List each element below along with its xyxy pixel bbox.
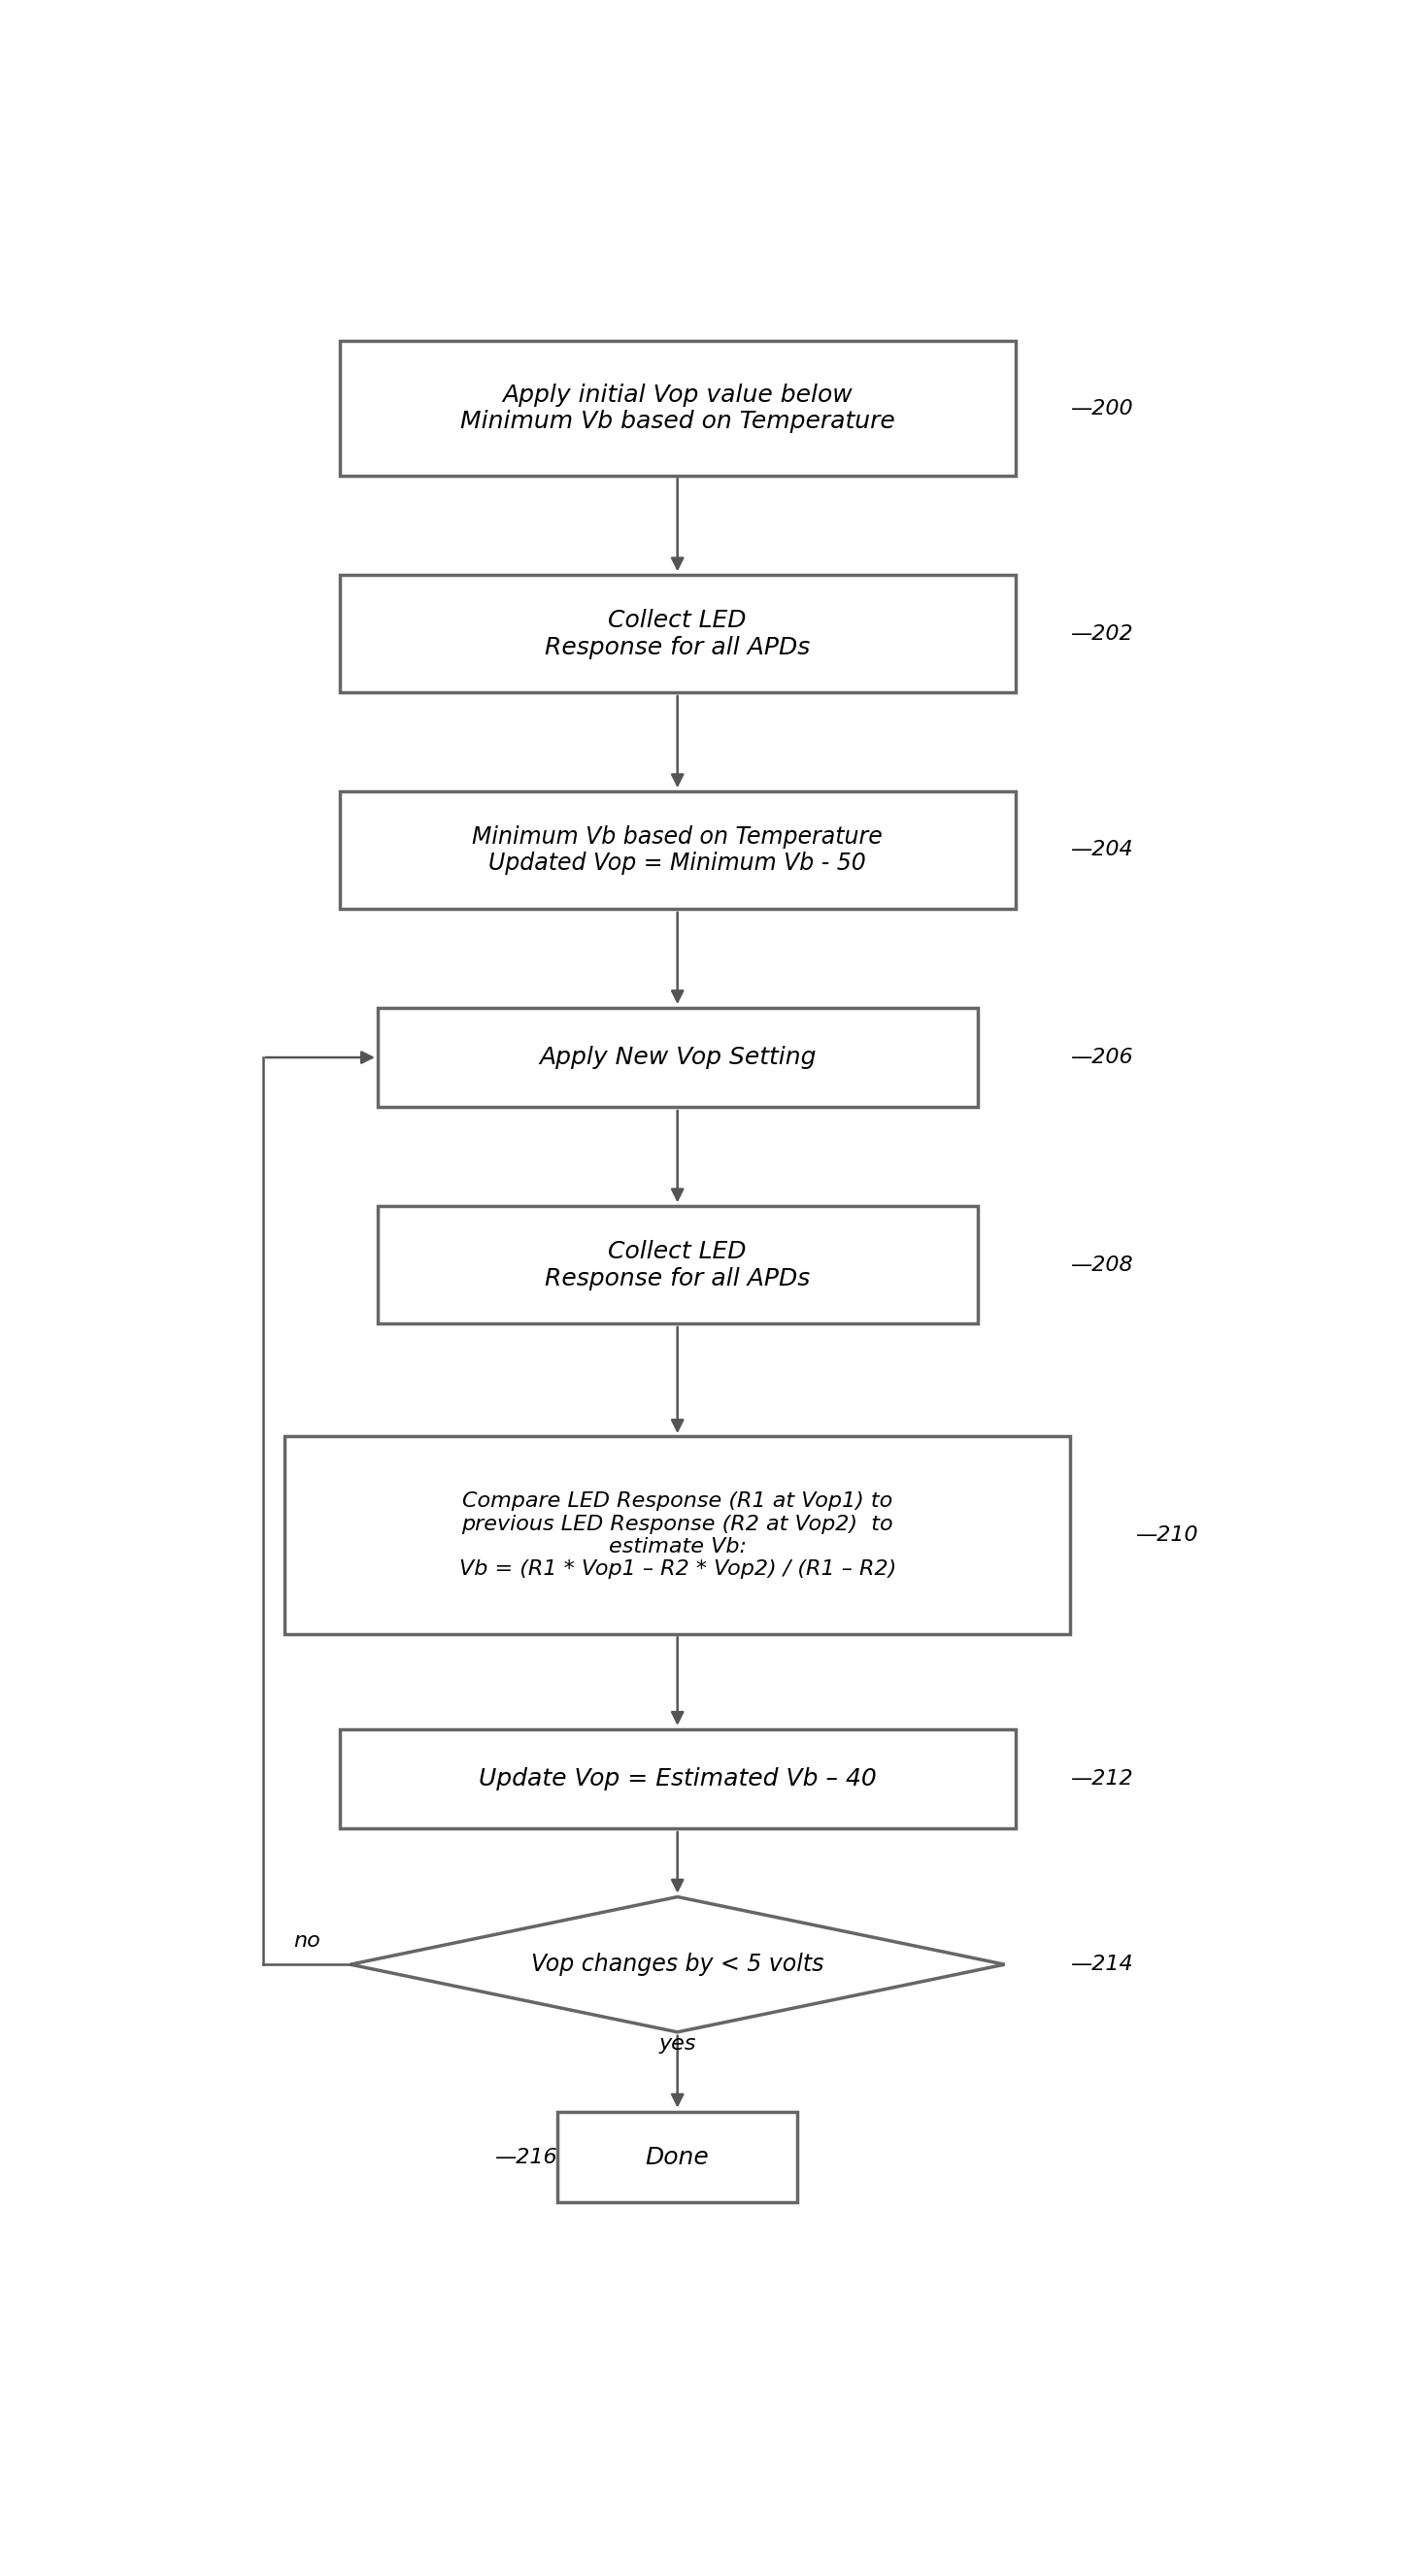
FancyBboxPatch shape bbox=[339, 1728, 1016, 1829]
FancyBboxPatch shape bbox=[377, 1007, 978, 1108]
Text: —212: —212 bbox=[1071, 1770, 1133, 1788]
FancyBboxPatch shape bbox=[339, 791, 1016, 909]
Text: —214: —214 bbox=[1071, 1955, 1133, 1973]
FancyBboxPatch shape bbox=[286, 1437, 1071, 1636]
FancyBboxPatch shape bbox=[557, 2112, 798, 2202]
Text: Apply New Vop Setting: Apply New Vop Setting bbox=[539, 1046, 816, 1069]
Text: yes: yes bbox=[658, 2035, 696, 2053]
Text: —206: —206 bbox=[1071, 1048, 1133, 1066]
Text: no: no bbox=[293, 1932, 321, 1950]
Text: —200: —200 bbox=[1071, 399, 1133, 417]
Text: —210: —210 bbox=[1135, 1525, 1199, 1546]
Text: Minimum Vb based on Temperature
Updated Vop = Minimum Vb - 50: Minimum Vb based on Temperature Updated … bbox=[473, 824, 882, 876]
Text: Collect LED
Response for all APDs: Collect LED Response for all APDs bbox=[545, 608, 810, 659]
FancyBboxPatch shape bbox=[339, 574, 1016, 693]
Text: Compare LED Response (R1 at Vop1) to
previous LED Response (R2 at Vop2)  to
esti: Compare LED Response (R1 at Vop1) to pre… bbox=[459, 1492, 896, 1579]
Polygon shape bbox=[350, 1896, 1005, 2032]
FancyBboxPatch shape bbox=[339, 340, 1016, 477]
Text: —208: —208 bbox=[1071, 1255, 1133, 1275]
Text: Apply initial Vop value below
Minimum Vb based on Temperature: Apply initial Vop value below Minimum Vb… bbox=[460, 384, 895, 433]
Text: —216: —216 bbox=[495, 2148, 557, 2166]
Text: Done: Done bbox=[646, 2146, 709, 2169]
Text: —202: —202 bbox=[1071, 623, 1133, 644]
Text: Collect LED
Response for all APDs: Collect LED Response for all APDs bbox=[545, 1239, 810, 1291]
FancyBboxPatch shape bbox=[377, 1206, 978, 1324]
Text: Update Vop = Estimated Vb – 40: Update Vop = Estimated Vb – 40 bbox=[478, 1767, 877, 1790]
Text: Vop changes by < 5 volts: Vop changes by < 5 volts bbox=[532, 1953, 823, 1976]
Text: —204: —204 bbox=[1071, 840, 1133, 860]
